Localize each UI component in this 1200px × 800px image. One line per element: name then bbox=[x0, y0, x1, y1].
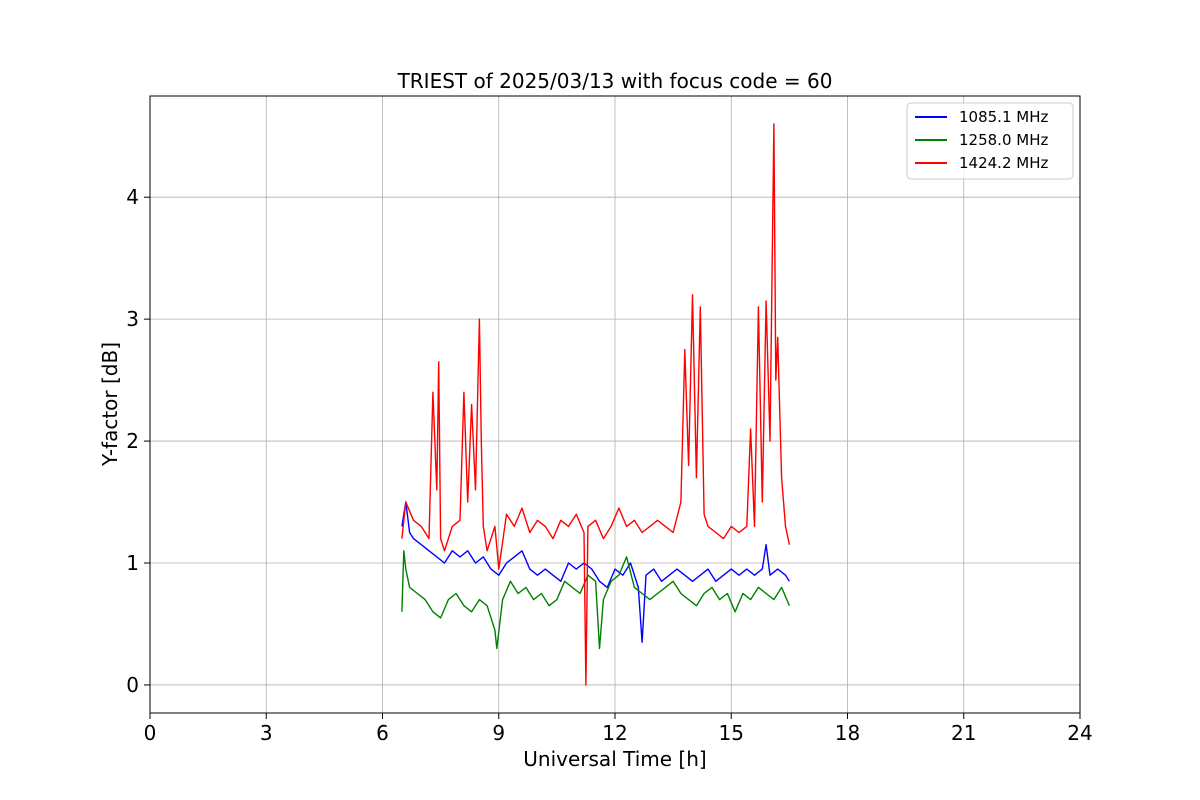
y-tick-label: 2 bbox=[126, 429, 139, 453]
y-tick-label: 1 bbox=[126, 551, 139, 575]
y-tick-label: 3 bbox=[126, 307, 139, 331]
legend: 1085.1 MHz 1258.0 MHz 1424.2 MHz bbox=[906, 102, 1074, 180]
series-line-3 bbox=[401, 123, 791, 686]
x-tick-label: 15 bbox=[719, 721, 744, 745]
y-axis-label: Y-factor [dB] bbox=[98, 342, 122, 467]
legend-label: 1258.0 MHz bbox=[959, 131, 1048, 149]
x-tick-label: 0 bbox=[144, 721, 157, 745]
x-tick-label: 3 bbox=[260, 721, 273, 745]
x-tick-label: 24 bbox=[1067, 721, 1092, 745]
y-tick-label: 4 bbox=[126, 185, 139, 209]
x-tick-label: 12 bbox=[602, 721, 627, 745]
chart-title: TRIEST of 2025/03/13 with focus code = 6… bbox=[397, 69, 833, 93]
y-tick-label: 0 bbox=[126, 673, 139, 697]
legend-label: 1085.1 MHz bbox=[959, 108, 1048, 126]
x-tick-label: 21 bbox=[951, 721, 976, 745]
series-layer bbox=[401, 123, 791, 686]
legend-label: 1424.2 MHz bbox=[959, 154, 1048, 172]
series-line-1 bbox=[401, 501, 790, 643]
x-tick-label: 18 bbox=[835, 721, 860, 745]
x-tick-label: 6 bbox=[376, 721, 389, 745]
x-axis-label: Universal Time [h] bbox=[523, 747, 706, 771]
x-tick-label: 9 bbox=[492, 721, 505, 745]
legend-box bbox=[906, 102, 1074, 180]
